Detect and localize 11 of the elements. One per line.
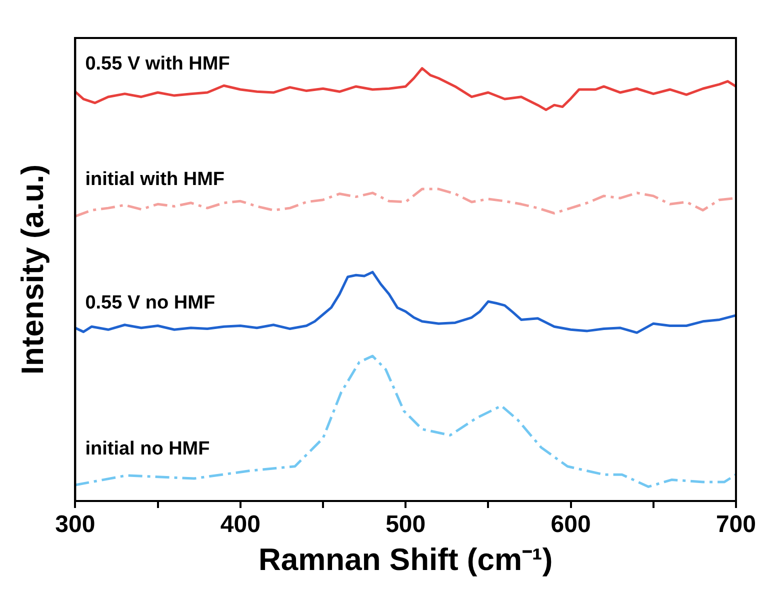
x-tick-label: 600 bbox=[550, 511, 591, 538]
series-label: initial no HMF bbox=[85, 438, 210, 460]
x-tick-label: 300 bbox=[55, 511, 96, 538]
y-axis-title: Intensity (a.u.) bbox=[15, 164, 50, 375]
series-label: initial with HMF bbox=[85, 168, 225, 190]
series-label: 0.55 V with HMF bbox=[85, 53, 230, 74]
x-tick-label: 400 bbox=[220, 511, 260, 538]
x-axis-title: Ramnan Shift (cm⁻¹) bbox=[258, 542, 553, 577]
series-label: 0.55 V no HMF bbox=[85, 292, 216, 314]
x-tick-label: 500 bbox=[386, 511, 426, 538]
x-tick-label: 700 bbox=[716, 511, 756, 538]
